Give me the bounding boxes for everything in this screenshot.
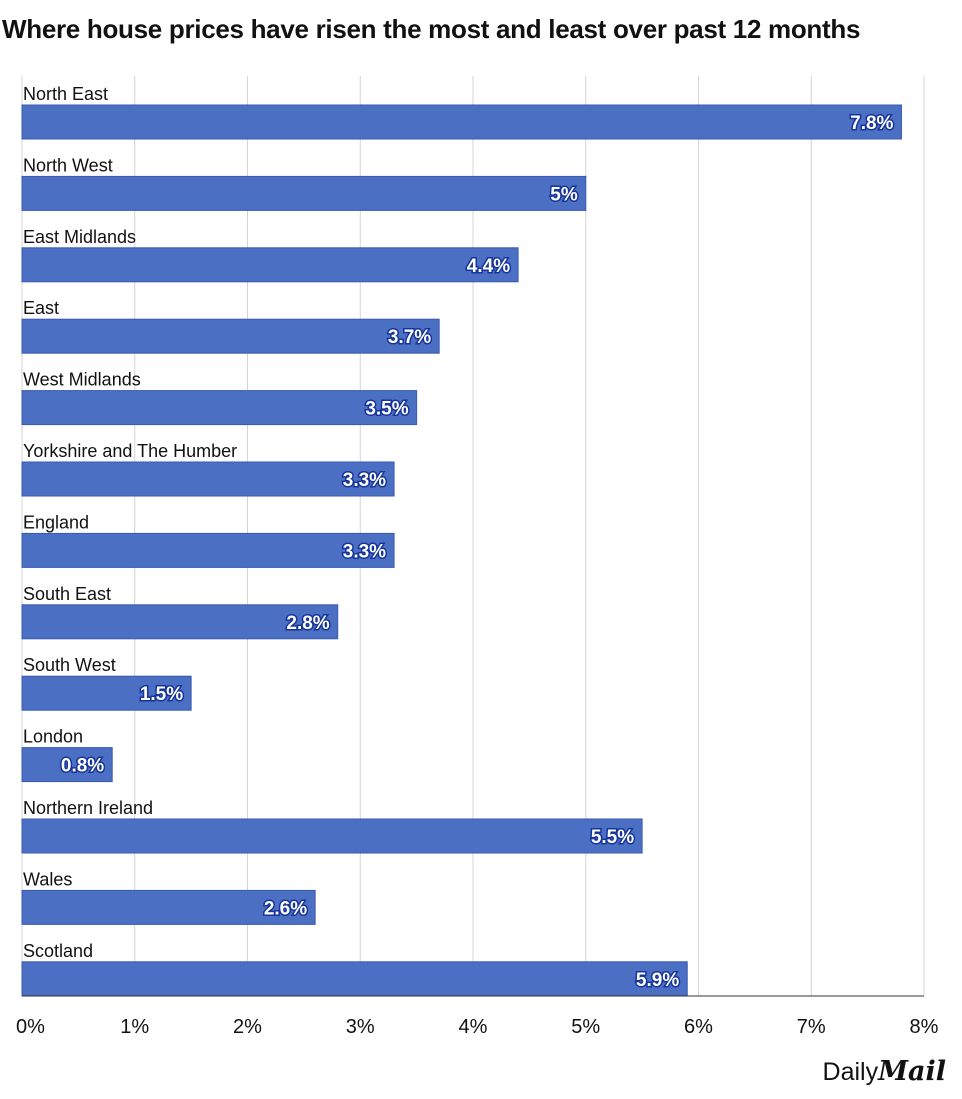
x-tick-label: 6% xyxy=(684,1016,713,1038)
value-label: 5.5% xyxy=(591,827,634,848)
value-label: 1.5% xyxy=(140,684,183,705)
x-tick-label: 8% xyxy=(910,1016,939,1038)
x-tick-label: 3% xyxy=(346,1016,375,1038)
category-label: West Midlands xyxy=(23,370,141,390)
x-axis: 0% 1% 2% 3% 4% 5% 6% 7% 8% xyxy=(16,995,939,1038)
x-tick-label: 1% xyxy=(120,1016,149,1038)
bar xyxy=(21,318,440,354)
value-label: 4.4% xyxy=(467,256,510,277)
category-label: Yorkshire and The Humber xyxy=(23,441,237,461)
value-label: 3.5% xyxy=(365,399,408,420)
value-label: 2.8% xyxy=(286,613,329,634)
bar xyxy=(21,604,339,640)
bar xyxy=(21,747,113,783)
x-tick-label: 5% xyxy=(571,1016,600,1038)
value-label: 5% xyxy=(550,184,578,205)
category-label: Wales xyxy=(23,869,72,889)
x-tick-label: 0% xyxy=(16,1016,45,1038)
bar xyxy=(21,961,688,997)
x-tick-label: 4% xyxy=(459,1016,488,1038)
bar xyxy=(21,532,395,568)
bar xyxy=(21,889,316,925)
value-label: 5.9% xyxy=(636,970,679,991)
category-label: England xyxy=(23,512,89,532)
bar xyxy=(21,390,418,426)
category-label: North West xyxy=(23,155,113,175)
daily-mail-logo: DailyMail xyxy=(823,1056,946,1087)
category-label: London xyxy=(23,727,83,747)
bar xyxy=(21,461,395,497)
category-label: Scotland xyxy=(23,941,93,961)
category-label: East Midlands xyxy=(23,227,136,247)
x-tick-label: 2% xyxy=(233,1016,262,1038)
bar xyxy=(21,175,587,211)
logo-mail-text: Mail xyxy=(878,1056,946,1087)
bar xyxy=(21,818,643,854)
bars: North East 7.8% North West 5% East Midlands 4… xyxy=(21,84,902,997)
value-label: 3.3% xyxy=(343,470,386,491)
category-label: Northern Ireland xyxy=(23,798,153,818)
bar xyxy=(21,247,519,283)
logo-daily-text: Daily xyxy=(822,1058,879,1086)
value-label: 3.3% xyxy=(343,541,386,562)
chart-title: Where house prices have risen the most a… xyxy=(2,14,861,44)
category-label: East xyxy=(23,298,59,318)
bar xyxy=(21,675,192,711)
category-label: North East xyxy=(23,84,108,104)
category-label: South West xyxy=(23,655,116,675)
category-label: South East xyxy=(23,584,111,604)
value-label: 7.8% xyxy=(850,113,893,134)
bar xyxy=(21,104,902,140)
x-tick-label: 7% xyxy=(797,1016,826,1038)
value-label: 2.6% xyxy=(264,898,307,919)
value-label: 0.8% xyxy=(61,756,104,777)
value-label: 3.7% xyxy=(388,327,431,348)
